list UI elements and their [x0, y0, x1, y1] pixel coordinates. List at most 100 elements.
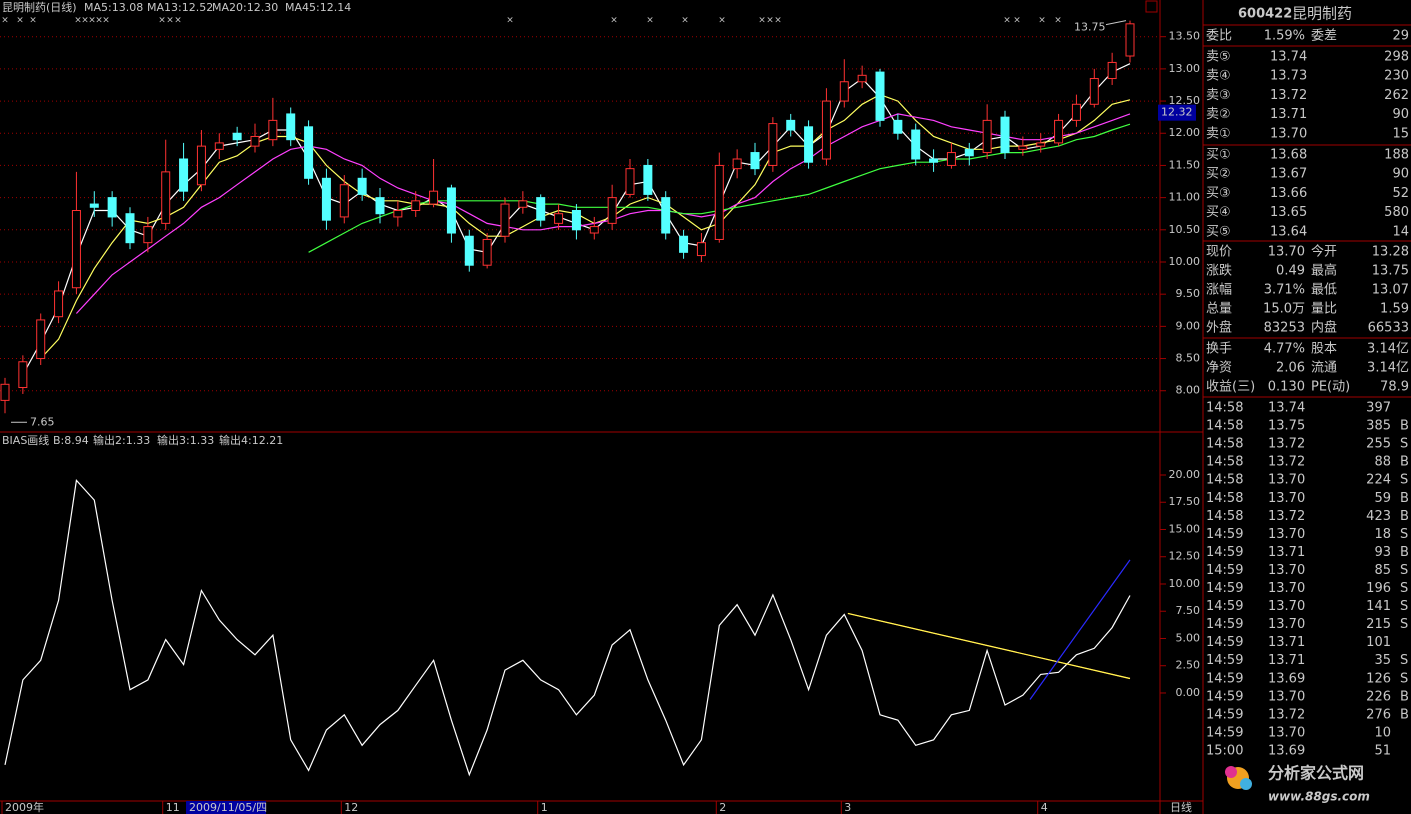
candle-body: [571, 209, 581, 231]
tick-side: B: [1400, 509, 1409, 524]
stat-label: PE(动): [1311, 380, 1350, 395]
y-tick-label: 10.00: [1169, 577, 1201, 590]
tick-side: S: [1400, 617, 1408, 632]
tick-side: S: [1400, 437, 1408, 452]
chart-title: BIAS画线: [2, 433, 49, 447]
tick-side: S: [1400, 599, 1408, 614]
candle-body: [357, 177, 367, 195]
stat-label: 今开: [1311, 244, 1337, 260]
stat-value: 0.49: [1276, 264, 1305, 279]
order-volume: 580: [1384, 205, 1409, 220]
x-tick-label: 11: [166, 801, 180, 814]
order-price: 13.66: [1270, 186, 1307, 201]
candle-body: [107, 197, 117, 218]
order-volume: 52: [1392, 186, 1409, 201]
legend-entry: MA13:12.52: [147, 1, 213, 14]
signal-mark: ×: [1, 16, 9, 26]
period-label: 日线: [1170, 800, 1192, 814]
tick-time: 14:59: [1206, 707, 1243, 722]
stat-value: 3.14亿: [1367, 361, 1409, 376]
tick-price: 13.72: [1268, 455, 1305, 470]
order-label: 卖④: [1206, 69, 1231, 84]
tick-volume: 88: [1374, 455, 1391, 470]
signal-mark: ×: [1003, 16, 1011, 26]
y-tick-label: 9.50: [1176, 287, 1201, 300]
signal-mark: ×: [88, 16, 96, 26]
signal-mark: ×: [646, 16, 654, 26]
candle-body: [196, 145, 206, 186]
window-box: [1145, 0, 1158, 13]
candle-body: [1107, 61, 1117, 80]
tick-time: 15:00: [1206, 743, 1243, 758]
tick-side: S: [1400, 581, 1408, 596]
order-label: 卖①: [1206, 126, 1231, 141]
y-tick-label: 12.50: [1169, 550, 1201, 563]
candle-body: [125, 213, 135, 244]
tick-volume: 18: [1374, 527, 1391, 542]
stock-code: 600422: [1238, 7, 1292, 22]
order-volume: 90: [1392, 167, 1409, 182]
candle-body: [1000, 116, 1010, 154]
order-label: 买③: [1206, 186, 1231, 201]
candle-body: [946, 152, 956, 166]
tick-volume: 215: [1366, 617, 1391, 632]
x-tick-label: 1: [541, 801, 548, 814]
tick-side: B: [1400, 545, 1409, 560]
signal-mark: ×: [774, 16, 782, 26]
order-label: 买⑤: [1206, 224, 1231, 239]
stat-label: 总量: [1206, 302, 1232, 317]
candle-body: [321, 177, 331, 221]
signal-mark: ×: [16, 16, 24, 26]
signal-mark: ×: [158, 16, 166, 26]
tick-price: 13.70: [1268, 725, 1305, 740]
tick-volume: 85: [1374, 563, 1391, 578]
order-price: 13.73: [1270, 69, 1307, 84]
indicator-line: [4, 479, 1131, 777]
tick-side: B: [1400, 491, 1409, 506]
tick-price: 13.70: [1268, 689, 1305, 704]
tick-price: 13.70: [1268, 581, 1305, 596]
stat-value: 13.75: [1372, 264, 1409, 279]
order-price: 13.67: [1270, 167, 1307, 182]
tick-price: 13.74: [1268, 401, 1305, 416]
order-price: 13.65: [1270, 205, 1307, 220]
ma-line: [75, 113, 1131, 314]
tick-volume: 385: [1366, 419, 1391, 434]
candle-body: [286, 113, 296, 141]
tick-volume: 226: [1366, 689, 1391, 704]
cursor-date-box: [186, 801, 266, 814]
candle-body: [786, 119, 796, 131]
signal-mark: ×: [718, 16, 726, 26]
cursor-date: 2009/11/05/四: [189, 801, 267, 814]
stat-value: 3.14亿: [1367, 342, 1409, 357]
candle-body: [768, 123, 778, 166]
candle-body: [446, 187, 456, 234]
tick-time: 14:59: [1206, 725, 1243, 740]
signal-mark: ×: [74, 16, 82, 26]
tick-time: 14:59: [1206, 563, 1243, 578]
order-label: 卖②: [1206, 107, 1231, 122]
order-label: 买①: [1206, 148, 1231, 163]
indicator-line: [847, 612, 1131, 680]
tick-time: 14:58: [1206, 473, 1243, 488]
tick-volume: 51: [1374, 743, 1391, 758]
candle-body: [1071, 103, 1081, 121]
tick-price: 13.71: [1268, 653, 1305, 668]
candle-body: [554, 213, 564, 224]
signal-mark: ×: [610, 16, 618, 26]
candle-body: [411, 200, 421, 211]
candle-body: [500, 203, 510, 237]
tick-volume: 276: [1366, 707, 1391, 722]
candle-body: [464, 235, 474, 266]
tick-volume: 423: [1366, 509, 1391, 524]
tick-price: 13.70: [1268, 527, 1305, 542]
stat-label: 流通: [1311, 361, 1337, 376]
order-price: 13.74: [1270, 50, 1307, 65]
stat-value: 4.77%: [1264, 342, 1305, 357]
tick-price: 13.70: [1268, 617, 1305, 632]
candle-body: [375, 197, 385, 215]
signal-mark: ×: [766, 16, 774, 26]
low-label: 7.65: [30, 415, 55, 428]
tick-price: 13.75: [1268, 419, 1305, 434]
